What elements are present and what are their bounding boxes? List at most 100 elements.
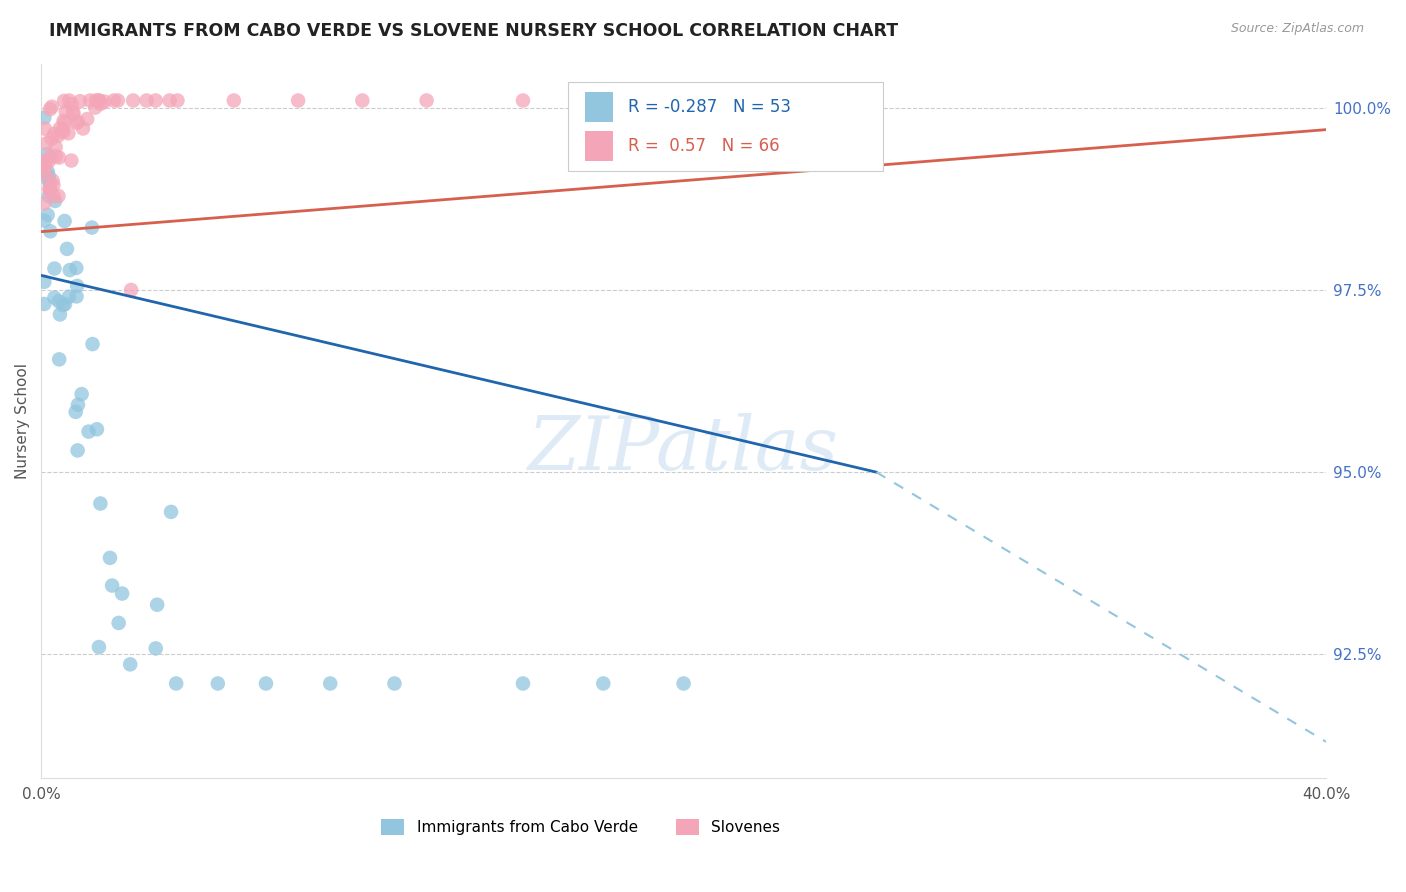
Point bbox=[72, 121, 94, 136]
Point bbox=[37, 173, 59, 187]
Point bbox=[415, 94, 437, 108]
Point bbox=[37, 164, 59, 178]
Point bbox=[38, 181, 60, 195]
Point bbox=[287, 94, 309, 108]
Point bbox=[87, 94, 110, 108]
Point bbox=[38, 153, 60, 168]
Point bbox=[44, 291, 66, 305]
Point bbox=[48, 189, 70, 203]
Point bbox=[82, 337, 104, 351]
Point bbox=[70, 387, 93, 401]
Point bbox=[48, 352, 70, 367]
Point bbox=[512, 94, 534, 108]
Point bbox=[66, 398, 89, 412]
Point bbox=[60, 153, 83, 168]
Point bbox=[52, 113, 75, 128]
Text: Source: ZipAtlas.com: Source: ZipAtlas.com bbox=[1230, 22, 1364, 36]
Point bbox=[59, 263, 82, 277]
Point bbox=[65, 260, 87, 275]
Point bbox=[122, 94, 145, 108]
Text: R = -0.287   N = 53: R = -0.287 N = 53 bbox=[628, 98, 792, 117]
Point bbox=[60, 97, 83, 112]
Bar bbox=[585, 131, 613, 161]
Point bbox=[165, 676, 187, 690]
Point bbox=[146, 598, 169, 612]
Point bbox=[101, 578, 124, 592]
Point bbox=[38, 169, 60, 184]
Point bbox=[41, 131, 63, 145]
Point bbox=[159, 94, 181, 108]
Point bbox=[44, 127, 66, 141]
Point bbox=[39, 150, 62, 164]
Point bbox=[49, 308, 72, 322]
Y-axis label: Nursery School: Nursery School bbox=[15, 363, 30, 479]
Point bbox=[254, 676, 277, 690]
Point bbox=[160, 505, 183, 519]
Point bbox=[53, 116, 76, 130]
Point bbox=[38, 189, 60, 203]
Point bbox=[65, 289, 87, 303]
Point bbox=[34, 275, 56, 289]
Point bbox=[66, 115, 89, 129]
Point bbox=[120, 283, 142, 297]
Point bbox=[107, 615, 129, 630]
Point bbox=[52, 122, 75, 136]
Point bbox=[34, 159, 56, 173]
Point bbox=[166, 94, 188, 108]
Point bbox=[34, 161, 56, 176]
Point bbox=[76, 112, 98, 126]
Point bbox=[53, 214, 76, 228]
Point bbox=[145, 641, 167, 656]
Text: ZIPatlas: ZIPatlas bbox=[529, 414, 839, 486]
Legend: Immigrants from Cabo Verde, Slovenes: Immigrants from Cabo Verde, Slovenes bbox=[381, 819, 780, 835]
FancyBboxPatch shape bbox=[568, 82, 883, 171]
Text: IMMIGRANTS FROM CABO VERDE VS SLOVENE NURSERY SCHOOL CORRELATION CHART: IMMIGRANTS FROM CABO VERDE VS SLOVENE NU… bbox=[49, 22, 898, 40]
Point bbox=[45, 140, 67, 154]
Point bbox=[34, 111, 56, 125]
Point bbox=[84, 94, 107, 108]
Point bbox=[34, 121, 56, 136]
Point bbox=[62, 107, 84, 121]
Point bbox=[39, 102, 62, 116]
Point bbox=[145, 94, 167, 108]
Point bbox=[66, 116, 89, 130]
Point bbox=[41, 173, 63, 187]
Point bbox=[42, 178, 65, 193]
Point bbox=[222, 94, 245, 108]
Point bbox=[319, 676, 342, 690]
Point bbox=[65, 405, 87, 419]
Point bbox=[48, 151, 70, 165]
Point bbox=[66, 279, 89, 293]
Point bbox=[34, 196, 56, 211]
Point bbox=[120, 657, 142, 672]
Text: R =  0.57   N = 66: R = 0.57 N = 66 bbox=[628, 137, 780, 155]
Point bbox=[49, 121, 72, 136]
Point bbox=[832, 94, 855, 108]
Point bbox=[34, 213, 56, 227]
Point bbox=[34, 154, 56, 169]
Point bbox=[62, 105, 84, 120]
Point bbox=[89, 496, 111, 510]
Point bbox=[38, 176, 60, 190]
Point bbox=[672, 676, 695, 690]
Point bbox=[87, 640, 110, 654]
Point bbox=[79, 94, 101, 108]
Point bbox=[86, 422, 108, 436]
Point bbox=[42, 189, 65, 203]
Point bbox=[56, 242, 79, 256]
Point bbox=[48, 294, 70, 309]
Point bbox=[107, 94, 129, 108]
Point bbox=[77, 425, 100, 439]
Point bbox=[512, 676, 534, 690]
Point bbox=[69, 94, 91, 108]
Point bbox=[103, 94, 125, 108]
Point bbox=[46, 128, 69, 143]
Point bbox=[44, 261, 66, 276]
Point bbox=[41, 100, 63, 114]
Point bbox=[35, 136, 58, 151]
Point bbox=[93, 95, 115, 109]
Point bbox=[52, 298, 75, 312]
Point bbox=[607, 94, 630, 108]
Point bbox=[80, 220, 103, 235]
Point bbox=[384, 676, 406, 690]
